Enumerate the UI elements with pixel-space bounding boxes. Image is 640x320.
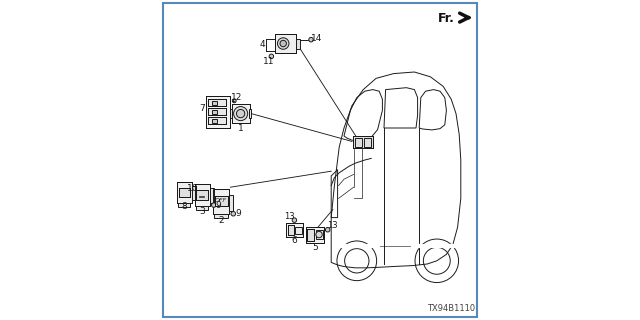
- Text: 5: 5: [312, 243, 318, 252]
- Bar: [179, 188, 190, 197]
- Bar: [209, 117, 226, 124]
- Bar: [275, 34, 296, 53]
- Bar: [211, 110, 217, 114]
- Bar: [353, 136, 373, 148]
- Bar: [307, 229, 314, 241]
- Bar: [211, 101, 217, 105]
- Bar: [232, 104, 250, 123]
- Bar: [306, 227, 324, 243]
- Text: 1: 1: [238, 124, 243, 132]
- Circle shape: [316, 231, 322, 238]
- Circle shape: [308, 37, 314, 42]
- Circle shape: [280, 40, 287, 47]
- Text: 13: 13: [327, 221, 338, 230]
- Bar: [212, 189, 230, 214]
- Bar: [212, 189, 230, 214]
- Bar: [230, 195, 234, 211]
- Bar: [215, 196, 228, 206]
- Bar: [177, 182, 192, 203]
- Text: 12: 12: [230, 93, 242, 102]
- Bar: [210, 188, 214, 203]
- Text: 13: 13: [284, 212, 294, 221]
- Text: TX94B1110: TX94B1110: [427, 304, 475, 313]
- Bar: [287, 223, 303, 237]
- Bar: [353, 136, 373, 148]
- Circle shape: [278, 38, 289, 49]
- Bar: [355, 138, 362, 147]
- Bar: [364, 138, 371, 147]
- Bar: [206, 96, 230, 128]
- Bar: [275, 34, 296, 53]
- Text: Fr.: Fr.: [438, 12, 455, 25]
- Bar: [209, 108, 226, 115]
- Bar: [230, 109, 232, 118]
- Circle shape: [237, 109, 244, 118]
- Text: 10: 10: [188, 184, 198, 193]
- Bar: [209, 99, 226, 106]
- Text: 9: 9: [216, 201, 221, 210]
- Circle shape: [234, 107, 248, 121]
- Bar: [214, 214, 228, 218]
- Circle shape: [231, 212, 236, 216]
- Bar: [306, 227, 324, 243]
- Bar: [196, 190, 208, 200]
- Bar: [288, 225, 294, 235]
- Bar: [206, 96, 230, 128]
- Text: 14: 14: [311, 34, 323, 43]
- Text: 2: 2: [218, 216, 224, 225]
- Bar: [195, 184, 210, 206]
- Circle shape: [211, 203, 216, 207]
- Bar: [287, 223, 303, 237]
- Text: 11: 11: [263, 57, 275, 66]
- Bar: [178, 203, 191, 207]
- Circle shape: [326, 228, 330, 232]
- Text: 4: 4: [260, 40, 266, 49]
- Text: 3: 3: [200, 207, 205, 216]
- Bar: [195, 184, 210, 206]
- Bar: [316, 230, 323, 239]
- Text: 8: 8: [182, 202, 187, 211]
- Bar: [209, 117, 226, 124]
- Bar: [192, 186, 196, 200]
- Bar: [307, 229, 314, 241]
- Bar: [288, 225, 294, 235]
- Bar: [215, 196, 228, 206]
- Circle shape: [269, 54, 274, 59]
- Text: 6: 6: [292, 236, 298, 245]
- Circle shape: [232, 99, 236, 103]
- Bar: [177, 182, 192, 203]
- Bar: [296, 227, 302, 234]
- Bar: [250, 109, 251, 118]
- Bar: [209, 108, 226, 115]
- Circle shape: [292, 218, 297, 222]
- Bar: [232, 104, 250, 123]
- Bar: [209, 99, 226, 106]
- Bar: [211, 119, 217, 123]
- Text: OFF: OFF: [215, 198, 227, 203]
- Bar: [179, 188, 190, 197]
- Bar: [196, 190, 208, 200]
- Text: 9: 9: [236, 209, 241, 218]
- Text: 7: 7: [199, 104, 204, 113]
- Bar: [296, 39, 300, 49]
- Bar: [196, 206, 209, 210]
